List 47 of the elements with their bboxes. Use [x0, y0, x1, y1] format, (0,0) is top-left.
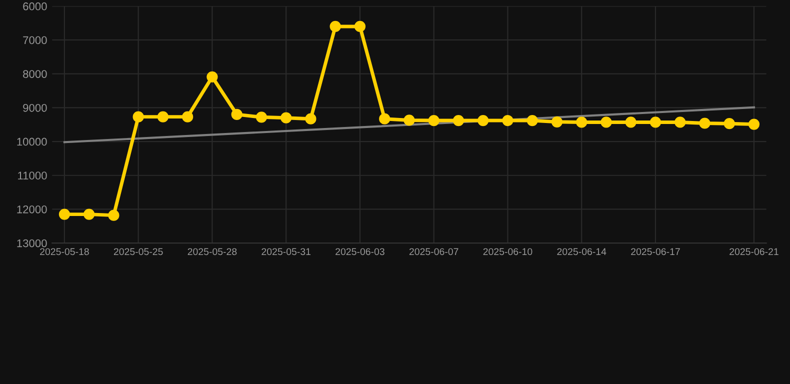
x-tick-label: 2025-05-25 [114, 248, 163, 256]
y-tick-label: 7000 [23, 36, 47, 44]
y-tick-label: 11000 [18, 172, 47, 180]
point [625, 116, 636, 128]
point [404, 114, 415, 126]
y-tick-label: 12000 [17, 205, 47, 214]
point [650, 116, 662, 128]
point [280, 112, 292, 124]
point [256, 112, 268, 123]
point [452, 114, 464, 126]
x-tick-label: 2025-06-21 [730, 248, 778, 256]
point [379, 113, 390, 124]
y-tick-label: 6000 [23, 2, 47, 10]
x-tick-label: 2025-06-17 [631, 248, 680, 256]
point [305, 113, 316, 124]
point [182, 111, 194, 122]
point [206, 71, 218, 82]
point [84, 208, 95, 220]
point [551, 116, 563, 128]
point [576, 116, 588, 128]
y-tick-label: 8000 [23, 70, 47, 78]
x-tick-label: 2025-06-07 [409, 248, 458, 256]
point [674, 116, 686, 128]
y-tick-label: 10000 [17, 138, 47, 146]
point [354, 20, 366, 32]
y-tick-label: 9000 [23, 104, 47, 112]
point [157, 111, 169, 122]
y-tick-label: 13000 [17, 239, 47, 248]
x-tick-label: 2025-06-03 [336, 248, 384, 256]
point [526, 114, 538, 126]
x-tick-label: 2025-05-31 [262, 248, 310, 256]
point [600, 116, 612, 128]
x-tick-label: 2025-05-28 [188, 248, 237, 256]
point [231, 108, 242, 120]
point [502, 114, 514, 126]
point [724, 118, 735, 130]
point [108, 210, 120, 221]
point [478, 114, 489, 126]
point [699, 118, 710, 129]
x-tick-label: 2025-06-10 [483, 248, 532, 256]
point [58, 208, 70, 220]
point [330, 20, 341, 32]
x-tick-label: 2025-06-14 [557, 248, 606, 256]
point [428, 114, 440, 126]
point [132, 111, 144, 122]
x-tick-label: 2025-05-18 [40, 248, 89, 256]
point [748, 118, 760, 130]
